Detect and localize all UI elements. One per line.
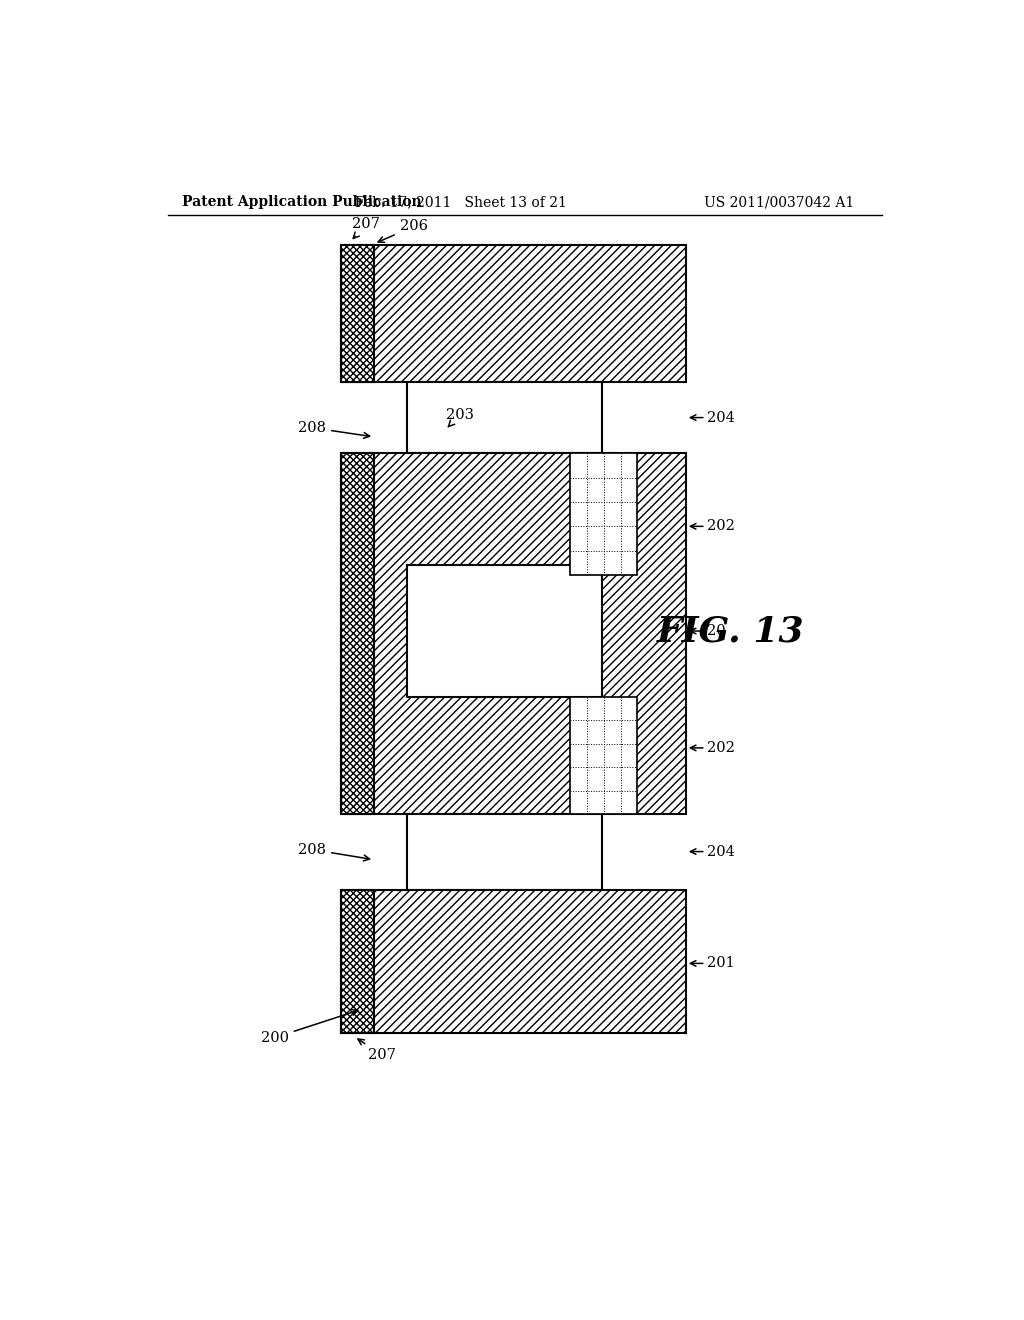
Bar: [570, 453, 638, 576]
Text: 208: 208: [298, 421, 370, 438]
Text: 204: 204: [708, 845, 735, 858]
Bar: [341, 244, 374, 381]
Text: 200: 200: [261, 1010, 357, 1044]
Bar: [341, 244, 686, 381]
Text: Patent Application Publication: Patent Application Publication: [182, 195, 422, 209]
Text: 20: 20: [708, 624, 726, 638]
Text: 202: 202: [708, 741, 735, 755]
Bar: [408, 381, 602, 453]
Text: 206: 206: [378, 219, 428, 243]
Text: FIG. 13: FIG. 13: [657, 614, 805, 648]
Bar: [408, 565, 602, 697]
Bar: [341, 890, 374, 1032]
Text: Feb. 17, 2011   Sheet 13 of 21: Feb. 17, 2011 Sheet 13 of 21: [355, 195, 567, 209]
Text: US 2011/0037042 A1: US 2011/0037042 A1: [703, 195, 854, 209]
Bar: [408, 814, 602, 890]
Text: 207: 207: [358, 1039, 396, 1061]
Text: 202: 202: [708, 519, 735, 533]
Text: 204: 204: [708, 411, 735, 425]
Text: 207: 207: [352, 218, 380, 239]
Bar: [570, 697, 638, 814]
Bar: [341, 453, 374, 814]
Text: 203: 203: [445, 408, 474, 426]
Bar: [341, 890, 686, 1032]
Text: 208: 208: [298, 842, 370, 861]
Bar: [341, 453, 686, 814]
Text: 201: 201: [708, 957, 735, 970]
